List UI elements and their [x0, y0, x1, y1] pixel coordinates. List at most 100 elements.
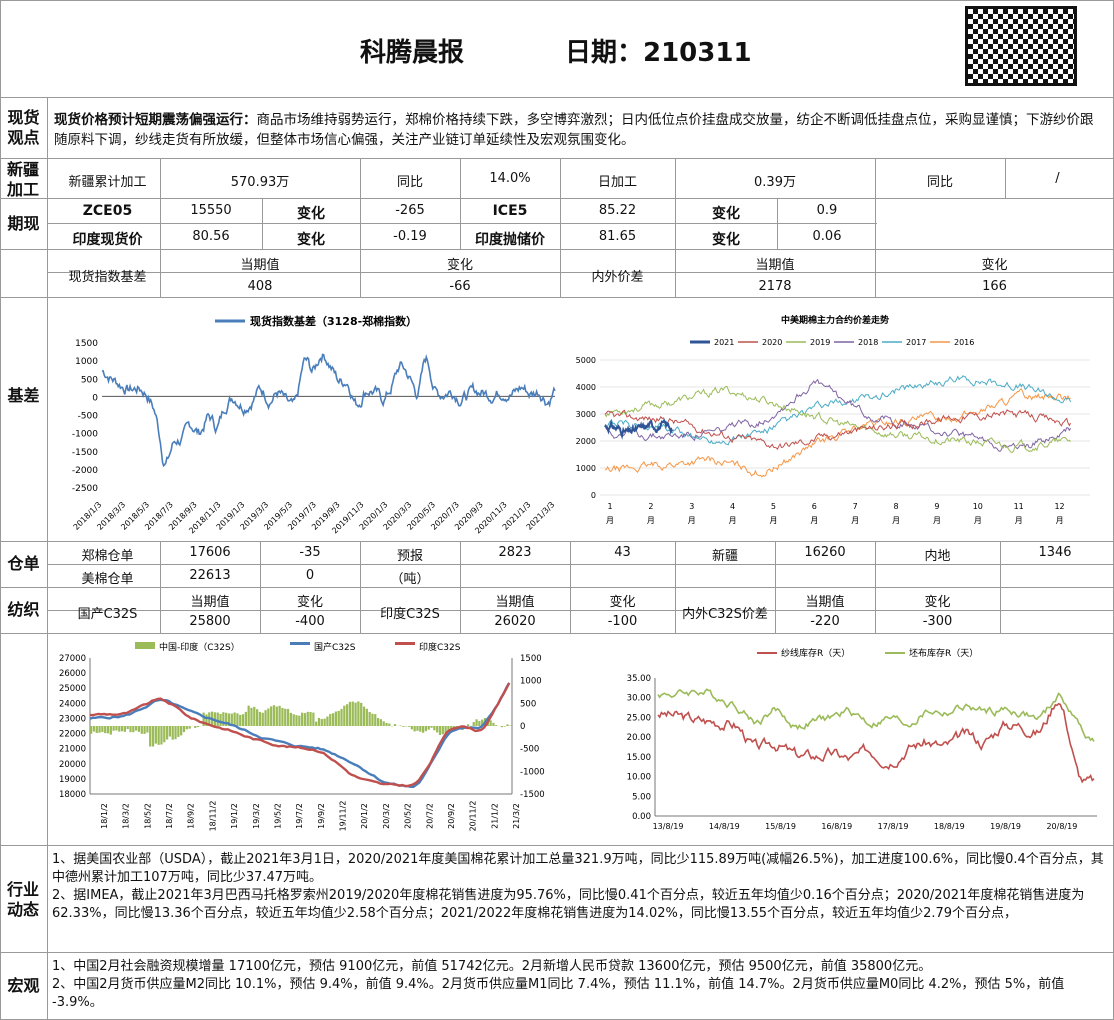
diff-bar: [292, 714, 295, 726]
diff-bar: [216, 712, 219, 726]
diff-bar: [177, 726, 180, 737]
diff-bar: [326, 716, 329, 726]
diff-bar: [275, 706, 278, 726]
diff-bar: [360, 702, 363, 726]
y-tick-label: -2000: [72, 466, 98, 476]
x-tick-unit: 月: [974, 516, 982, 525]
diff-bar: [410, 726, 413, 730]
y-left-tick-label: 21000: [59, 745, 86, 755]
industry-item-2: 2、据IMEA，截止2021年3月巴西马托格罗索州2019/2020年度棉花销售…: [52, 888, 1085, 921]
diff-bar: [101, 726, 104, 732]
diff-bar: [284, 708, 287, 726]
diff-bar: [281, 707, 284, 726]
diff-bar: [160, 726, 163, 745]
diff-bar: [424, 726, 428, 732]
tx-spr-chg: -300: [922, 614, 953, 629]
diff-bar: [441, 726, 444, 735]
legend-label: 2020: [762, 338, 782, 347]
y-tick-label: -500: [78, 412, 99, 422]
section-spot: 现货观点: [7, 108, 40, 147]
diff-bar: [270, 706, 273, 726]
diff-bar: [478, 720, 481, 726]
basis-series-line: [101, 353, 556, 468]
y-tick-label: 10.00: [627, 773, 651, 783]
diff-bar: [227, 713, 231, 726]
y-tick-label: -1000: [72, 430, 98, 440]
spread-series-2018: [604, 378, 1072, 452]
industry-item-1: 1、据美国农业部（USDA），截止2021年3月1日，2020/2021年度美国…: [52, 852, 1104, 885]
diff-bar: [430, 726, 433, 728]
spread-cur: 2178: [758, 279, 792, 294]
diff-bar: [174, 726, 177, 740]
fut2-cell: 81.65: [598, 229, 637, 244]
diff-bar: [230, 713, 233, 726]
diff-bar: [112, 726, 115, 731]
x-tick-label: 19/7/2: [295, 803, 304, 829]
x-tick-label: 18/11/2: [208, 801, 217, 832]
x-tick-unit: 月: [851, 516, 859, 525]
legend-label: 2019: [810, 338, 830, 347]
x-tick-label: 18/1/2: [100, 803, 109, 829]
spread-series-2021: [604, 418, 674, 440]
spread-cur-label: 当期值: [755, 258, 795, 273]
industry-news: 1、据美国农业部（USDA），截止2021年3月1日，2020/2021年度美国…: [52, 851, 1108, 923]
xj-yoy-label: 同比: [396, 175, 423, 190]
y-left-tick-label: 26000: [59, 669, 86, 679]
y-right-tick-label: 1500: [520, 654, 542, 664]
diff-bar: [492, 722, 495, 726]
x-tick-unit: 月: [769, 516, 777, 525]
tx-dom-chg-label: 变化: [296, 595, 323, 610]
xj-value: 570.93万: [230, 175, 290, 190]
diff-bar: [331, 713, 335, 726]
x-tick-label: 16/8/19: [821, 822, 852, 831]
wh1-cell: 新疆: [711, 549, 738, 564]
x-tick-label: 21/1/2: [490, 803, 499, 829]
wh1-cell: -35: [299, 545, 321, 560]
y-right-tick-label: 0: [520, 722, 525, 732]
y-tick-label: 15.00: [627, 753, 651, 763]
fut2-cell: 印度现货价: [72, 232, 143, 248]
diff-bar: [106, 726, 110, 734]
diff-bar: [334, 711, 338, 726]
section-futures: 期现: [7, 214, 40, 233]
diff-bar: [506, 724, 509, 726]
spread-series-2016: [604, 388, 1071, 478]
wh1-cell: 16260: [804, 545, 846, 560]
diff-bar: [340, 708, 343, 726]
xj-daily-label: 日加工: [597, 175, 637, 190]
diff-bar: [168, 726, 172, 737]
x-tick-label: 20/11/2: [469, 801, 478, 832]
x-tick-label: 17/8/19: [878, 822, 909, 831]
diff-bar: [323, 718, 326, 726]
diff-bar: [182, 726, 186, 733]
y-tick-label: 0.00: [632, 812, 651, 822]
tx-dom-cur: 25800: [189, 614, 231, 629]
y-left-tick-label: 27000: [59, 654, 86, 664]
diff-bar: [171, 726, 174, 740]
spread-chg-label: 变化: [981, 258, 1008, 273]
diff-bar: [388, 723, 391, 726]
diff-bar: [163, 726, 166, 743]
legend-label: 纱线库存R（天）: [781, 647, 850, 659]
x-tick-label: 7: [853, 502, 858, 511]
tx-ind-chg: -100: [607, 614, 638, 629]
diff-bar: [309, 712, 312, 726]
chart-title: 中美期棉主力合约价差走势: [781, 314, 889, 326]
diff-bar: [180, 726, 183, 736]
x-tick-unit: 月: [606, 516, 614, 525]
legend-label: 2017: [906, 338, 926, 347]
tx-dom-cur-label: 当期值: [190, 595, 230, 610]
spread-series-2020: [604, 409, 1072, 450]
y-tick-label: 5000: [576, 356, 596, 365]
qr-code-image: [965, 6, 1077, 86]
spread-chg: 166: [982, 279, 1007, 294]
diff-bar: [202, 712, 205, 726]
diff-bar: [419, 726, 422, 732]
diff-bar: [185, 726, 188, 730]
legend-swatch: [290, 642, 310, 645]
wh1-cell: 郑棉仓单: [81, 549, 134, 564]
x-tick-unit: 月: [933, 516, 941, 525]
diff-bar: [320, 719, 323, 726]
diff-bar: [253, 706, 256, 726]
y-tick-label: 1000: [576, 464, 596, 473]
